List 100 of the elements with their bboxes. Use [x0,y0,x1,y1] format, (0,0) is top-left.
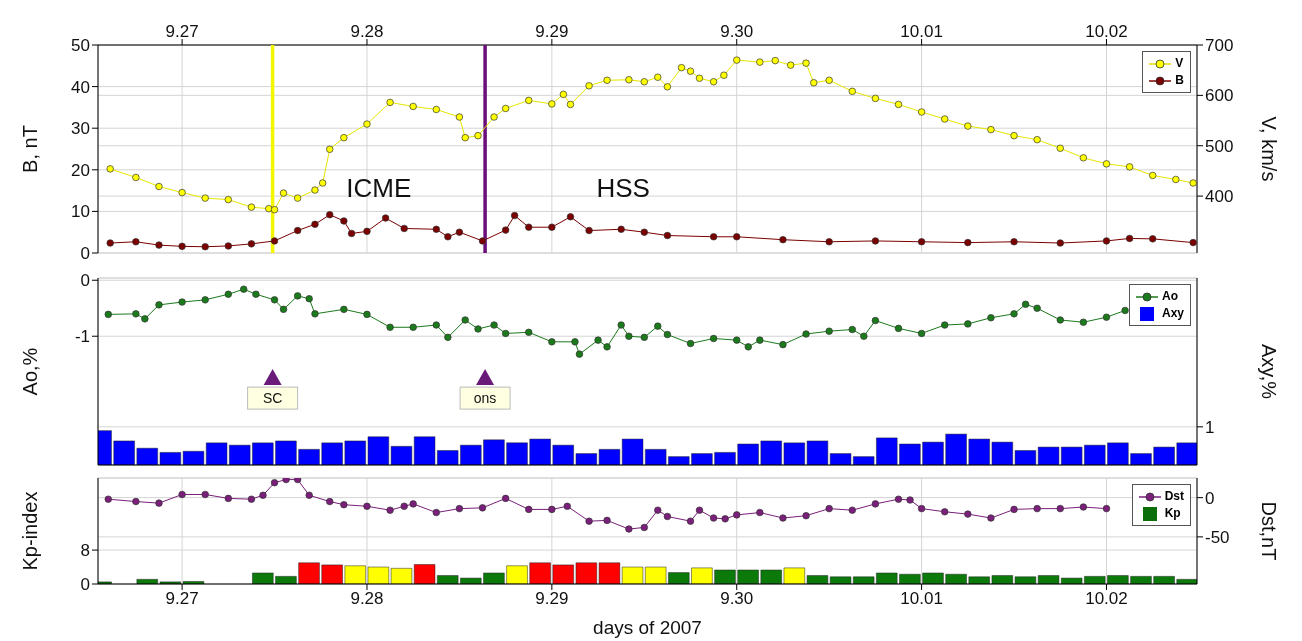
x-tick-label: 10.02 [1085,589,1128,609]
point [455,228,464,236]
point [259,491,267,499]
point [155,301,163,309]
legend-label: Ao [1161,288,1178,305]
point [987,514,995,522]
point [964,510,972,518]
point [363,310,371,319]
point [1102,313,1111,321]
point [326,211,334,219]
point [1121,306,1129,315]
y-tick-label: 40 [71,77,90,97]
y-axis-title: Kp-index [19,491,42,571]
point [709,233,718,241]
point [270,479,279,487]
point [224,290,232,298]
point [654,322,662,330]
point [603,343,611,351]
point [709,334,718,343]
point [1056,504,1064,513]
point [756,508,764,517]
point [744,343,752,351]
y2-tick-label: 400 [1205,187,1234,207]
point [247,240,256,248]
point [326,497,334,506]
point [279,305,288,313]
point [132,238,140,246]
point [444,333,452,341]
point [686,339,695,348]
point [178,242,186,250]
x-tick-label: 9.27 [165,589,199,609]
point [201,490,209,499]
point [585,517,593,525]
x-tick-label: 9.27 [165,22,199,41]
point [871,316,880,325]
point [894,324,903,333]
point [640,523,648,532]
point [964,320,972,328]
point [825,504,833,513]
point [270,296,279,304]
point [178,490,186,499]
point [386,506,394,514]
point [1021,300,1030,308]
point [548,505,556,514]
point [132,497,140,506]
point [917,504,926,513]
x-tick-label: 9.30 [720,22,754,41]
point [132,310,140,318]
point [501,226,510,234]
point [941,321,949,329]
point [340,501,348,509]
legend-label: Kp [1164,505,1181,522]
y2-tick-label: -50 [1205,527,1230,547]
point [709,514,718,522]
y2-tick-label: 500 [1205,136,1234,156]
point [1125,234,1134,243]
y-tick-label: 30 [71,119,90,139]
point [594,336,602,344]
point [1056,316,1064,324]
point [106,239,114,247]
point [224,242,232,250]
point [640,333,648,341]
point [964,238,972,247]
y-tick-label: 10 [71,202,90,222]
y2-tick-label: 600 [1205,86,1234,106]
point [1033,504,1041,513]
point [363,227,371,236]
point [155,241,163,249]
point [566,213,575,221]
x-tick-label: 10.02 [1085,22,1128,41]
point [603,516,611,525]
point [1010,310,1018,318]
point [240,285,248,293]
point [663,512,672,521]
x-tick-label: 9.29 [535,589,569,609]
point [1056,239,1064,247]
point [802,512,810,520]
point [525,223,533,231]
legend-label: Axy [1161,305,1184,322]
point [802,330,810,338]
y-tick-label: 0 [80,575,90,595]
point [663,231,672,240]
point [941,508,949,516]
point [917,329,926,338]
point [525,505,533,514]
point [461,316,469,324]
point [270,237,279,245]
point [575,350,584,358]
point [906,496,914,504]
point [386,323,394,331]
point [409,500,417,508]
point [686,517,695,525]
point [987,314,995,322]
point [444,233,452,241]
point [617,321,625,329]
point [1079,503,1088,511]
point [721,515,729,523]
point [548,338,556,346]
point [252,290,260,298]
point [1149,235,1157,243]
